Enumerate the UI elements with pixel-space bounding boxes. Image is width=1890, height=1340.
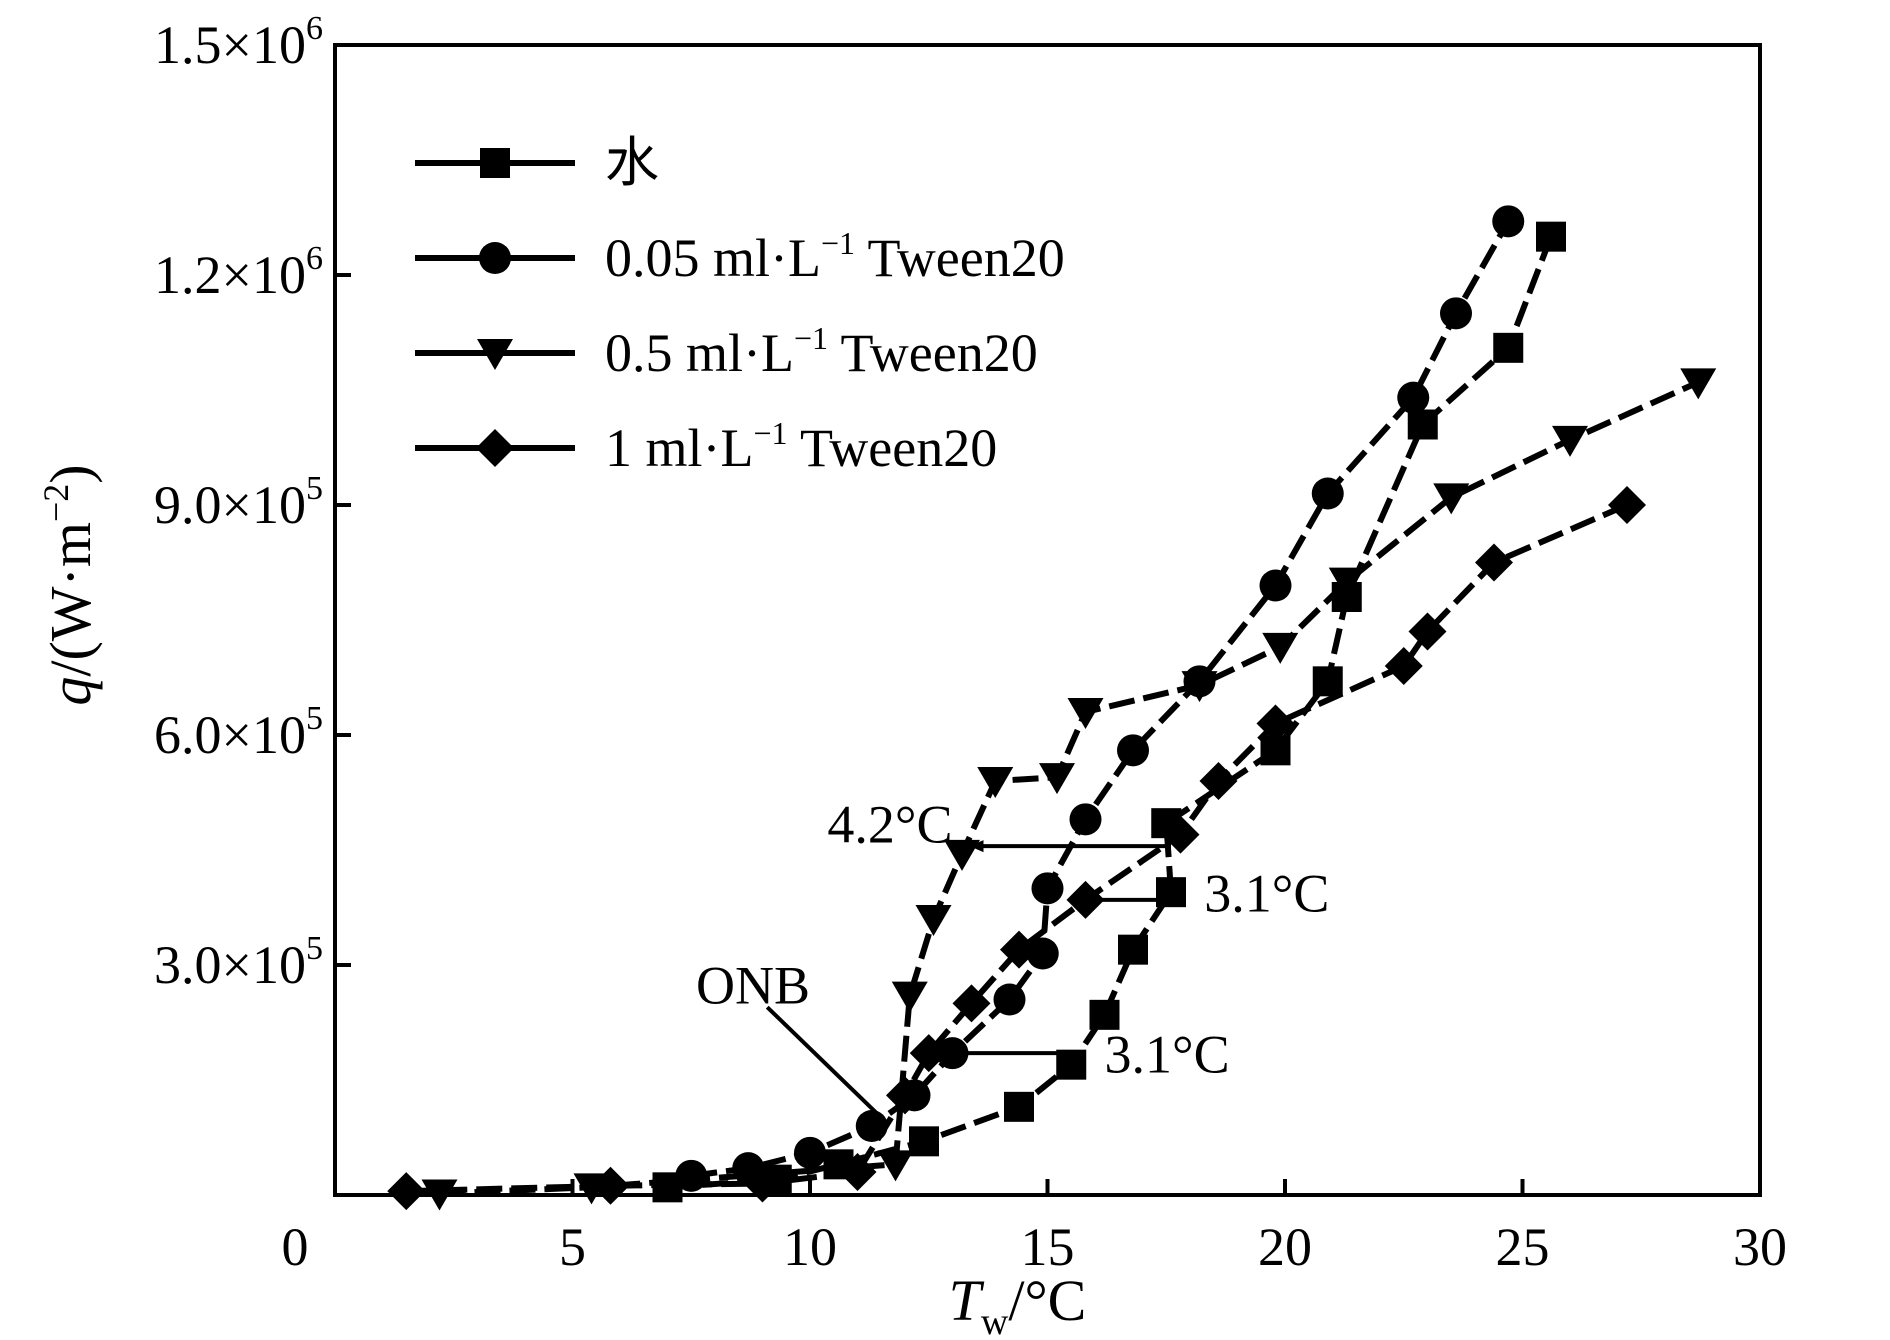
x-axis-title: Tw/°C bbox=[949, 1268, 1087, 1340]
series-1-point bbox=[1156, 877, 1186, 908]
axes: 0 5 10 15 20 25 30 3.0×105 6.0×105 9.0×105 1.2×106… bbox=[36, 10, 1787, 1340]
series-4-point bbox=[591, 1166, 630, 1205]
series-2-point bbox=[1026, 937, 1059, 970]
legend-item-4: 1 ml·L−1 Tween20 bbox=[415, 415, 997, 478]
series-3-point bbox=[1181, 671, 1218, 703]
legend-swatch-marker bbox=[476, 429, 514, 467]
legend-label-1: 水 bbox=[605, 133, 659, 193]
legend-swatch-marker bbox=[480, 148, 510, 178]
series-3-point bbox=[1039, 763, 1075, 795]
legend-swatch-marker bbox=[479, 242, 511, 274]
plot-frame bbox=[333, 43, 1762, 1197]
legend-label-4: 1 ml·L−1 Tween20 bbox=[605, 415, 997, 478]
series-4-point bbox=[1408, 612, 1447, 651]
series-3-point bbox=[1680, 368, 1717, 400]
anno-4-2: 4.2°C bbox=[827, 794, 1171, 854]
series-2-point bbox=[1311, 477, 1344, 510]
series-3-point bbox=[977, 767, 1014, 798]
series-1-point bbox=[909, 1126, 939, 1157]
y-tick-label: 9.0×105 bbox=[154, 470, 323, 535]
legend-swatch-marker bbox=[477, 339, 513, 370]
y-tick-label: 6.0×105 bbox=[154, 700, 323, 765]
series-4-point bbox=[1199, 762, 1238, 800]
series-1-point bbox=[1536, 221, 1566, 252]
series-2-point bbox=[1259, 569, 1292, 602]
series-4-point bbox=[886, 1076, 924, 1115]
series-3 bbox=[421, 368, 1717, 1211]
series-4-line bbox=[406, 502, 1629, 1195]
y-axis-title: q/(W·m−2) bbox=[36, 464, 103, 705]
series-4-point bbox=[909, 1034, 948, 1073]
series-1-point bbox=[1089, 999, 1120, 1030]
annotations: 4.2°C 3.1°C 3.1°C ONB bbox=[696, 794, 1329, 1124]
series-4-point bbox=[1475, 543, 1513, 582]
y-tick-label: 1.5×106 bbox=[154, 10, 323, 75]
y-tick-label: 1.2×106 bbox=[154, 240, 323, 305]
x-tick-label: 5 bbox=[559, 1217, 586, 1277]
series-2-point bbox=[1492, 205, 1525, 238]
anno-onb-arrow bbox=[765, 1005, 888, 1124]
x-tick-label: 15 bbox=[1021, 1217, 1075, 1277]
y-tick-label: 3.0×105 bbox=[154, 930, 323, 995]
series-4-point bbox=[952, 984, 991, 1023]
legend-label-2: 0.05 ml·L−1 Tween20 bbox=[605, 225, 1065, 288]
series-2-point bbox=[1117, 734, 1149, 767]
series-4-point bbox=[387, 1172, 426, 1211]
series-3-point bbox=[1067, 698, 1104, 729]
series-2-point bbox=[1397, 381, 1430, 414]
series-1-point bbox=[1312, 666, 1343, 697]
series-4-point bbox=[1256, 704, 1295, 743]
series-1-point bbox=[1407, 409, 1438, 440]
x-tick-label: 0 bbox=[282, 1217, 309, 1277]
series-4-point bbox=[1384, 647, 1423, 685]
legend-label-3: 0.5 ml·L−1 Tween20 bbox=[605, 320, 1038, 383]
legend: 水 0.05 ml·L−1 Tween20 0.5 ml·L−1 Tween20 1 … bbox=[415, 133, 1065, 478]
series-1 bbox=[652, 221, 1566, 1203]
series-2-point bbox=[1069, 803, 1102, 836]
series-2-point bbox=[1440, 297, 1472, 330]
anno-3-1-lower-label: 3.1°C bbox=[1105, 1024, 1230, 1084]
series-1-point bbox=[1493, 332, 1524, 363]
series-2-point bbox=[993, 983, 1026, 1016]
series-2-point bbox=[794, 1136, 826, 1169]
anno-onb-label: ONB bbox=[696, 955, 810, 1015]
anno-4-2-label: 4.2°C bbox=[827, 794, 952, 854]
anno-3-1-upper: 3.1°C bbox=[1083, 863, 1329, 923]
anno-3-1-lower: 3.1°C bbox=[952, 1024, 1230, 1084]
legend-item-3: 0.5 ml·L−1 Tween20 bbox=[415, 320, 1038, 383]
series-1-point bbox=[1118, 934, 1148, 965]
x-tick-label: 20 bbox=[1258, 1217, 1312, 1277]
series-3-point bbox=[1552, 425, 1588, 457]
series-4-point bbox=[1608, 486, 1646, 524]
series-3-point bbox=[1262, 632, 1299, 664]
series-3-point bbox=[1433, 483, 1470, 515]
series-4-point bbox=[838, 1153, 877, 1191]
legend-item-1: 水 bbox=[415, 133, 659, 193]
series-3-point bbox=[1328, 567, 1365, 599]
series-4-point bbox=[1000, 930, 1038, 969]
anno-3-1-upper-label: 3.1°C bbox=[1204, 863, 1329, 923]
x-tick-label: 10 bbox=[783, 1217, 837, 1277]
legend-item-2: 0.05 ml·L−1 Tween20 bbox=[415, 225, 1065, 288]
series-1-point bbox=[1004, 1091, 1034, 1122]
series-3-point bbox=[915, 905, 952, 936]
series-3-point bbox=[891, 981, 928, 1013]
series-3-point bbox=[877, 1150, 914, 1182]
x-tick-label: 25 bbox=[1496, 1217, 1550, 1277]
x-tick-label: 30 bbox=[1733, 1217, 1787, 1277]
series-2-point bbox=[1031, 872, 1064, 905]
data-series bbox=[387, 205, 1717, 1211]
anno-onb: ONB bbox=[696, 955, 888, 1124]
